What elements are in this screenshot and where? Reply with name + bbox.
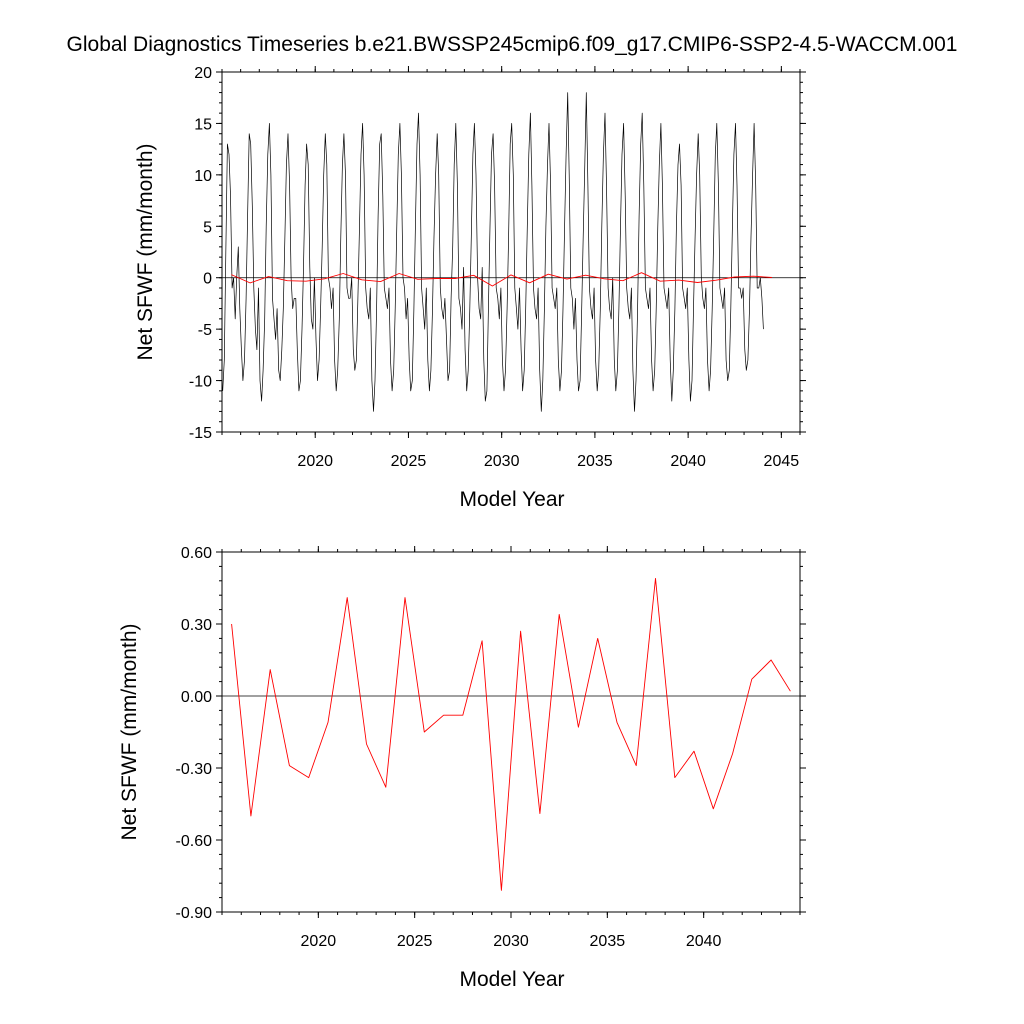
x-tick-label: 2020: [297, 453, 333, 470]
series-line-1: [222, 92, 764, 412]
y-tick-label: 5: [203, 219, 212, 236]
x-axis-label: Model Year: [459, 488, 564, 511]
y-tick-label: 15: [194, 116, 212, 133]
x-tick-label: 2040: [686, 933, 722, 950]
y-tick-label: -15: [189, 425, 212, 442]
y-tick-label: 0: [203, 271, 212, 288]
chart-title: Global Diagnostics Timeseries b.e21.BWSS…: [66, 33, 958, 56]
y-axis-label: Net SFWF (mm/month): [134, 143, 157, 360]
x-tick-label: 2025: [391, 453, 427, 470]
y-tick-label: -0.60: [176, 833, 213, 850]
x-tick-label: 2035: [577, 453, 613, 470]
y-tick-label: -0.90: [176, 905, 213, 922]
plot-frame: [221, 551, 801, 913]
y-tick-label: -0.30: [176, 761, 213, 778]
x-tick-label: 2030: [484, 453, 520, 470]
x-tick-label: 2030: [493, 933, 529, 950]
y-tick-label: 0.00: [181, 689, 212, 706]
y-axis-label: Net SFWF (mm/month): [118, 623, 141, 840]
y-tick-label: 20: [194, 65, 212, 82]
y-tick-label: -10: [189, 374, 212, 391]
x-tick-label: 2035: [590, 933, 626, 950]
plot-frame: [221, 71, 801, 433]
series-line-1: [231, 577, 791, 891]
series-line-2: [231, 272, 773, 287]
y-tick-label: 0.60: [181, 545, 212, 562]
y-tick-label: 0.30: [181, 617, 212, 634]
x-tick-label: 2045: [764, 453, 800, 470]
x-tick-label: 2040: [670, 453, 706, 470]
y-tick-label: 10: [194, 168, 212, 185]
x-tick-label: 2025: [397, 933, 433, 950]
x-axis-label: Model Year: [459, 968, 564, 991]
x-tick-label: 2020: [301, 933, 337, 950]
chart-panel-2: -0.90 -0.60 -0.30 0.00 0.30 0.60 2020 2025 2030 2…: [118, 545, 806, 991]
y-tick-label: -5: [198, 322, 212, 339]
